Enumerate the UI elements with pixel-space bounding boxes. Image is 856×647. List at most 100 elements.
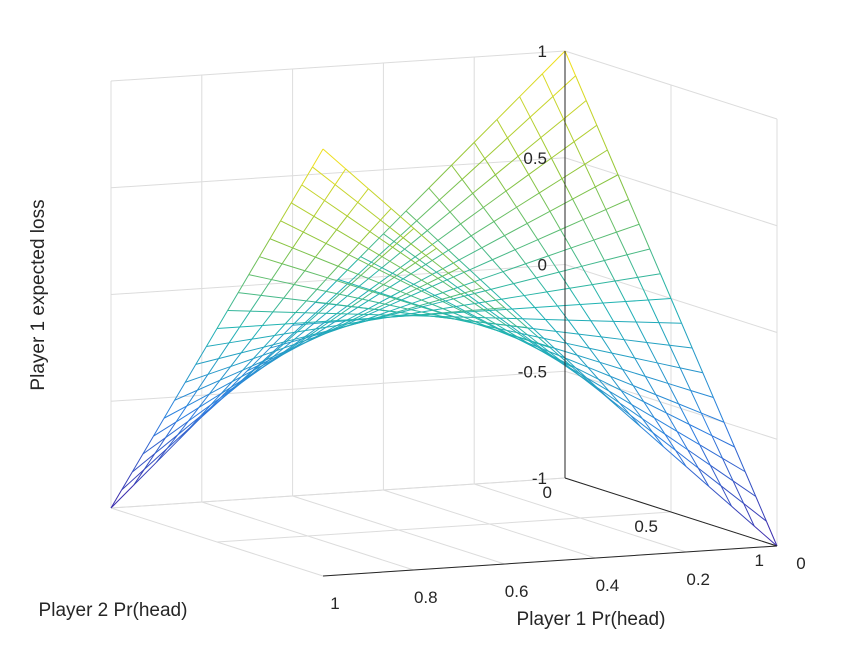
surface-mesh-line: [516, 325, 528, 329]
surface-mesh-line: [437, 277, 461, 295]
surface-mesh-line: [536, 271, 560, 279]
surface-mesh-line: [675, 449, 699, 469]
surface-mesh-line: [198, 393, 210, 408]
surface-mesh-line: [375, 316, 399, 319]
surface-mesh-line: [522, 318, 546, 320]
surface-mesh-line: [313, 304, 337, 324]
surface-mesh-line: [383, 284, 407, 295]
surface-mesh-line: [395, 298, 419, 307]
surface-mesh-line: [561, 178, 574, 200]
surface-mesh-line: [537, 239, 549, 257]
surface-mesh-line: [496, 96, 520, 120]
surface-mesh-line: [552, 356, 576, 369]
surface-mesh-line: [587, 366, 599, 380]
surface-mesh-line: [638, 224, 651, 250]
surface-mesh-line: [711, 435, 735, 448]
surface-mesh-line: [484, 158, 496, 176]
surface-mesh-line: [436, 247, 460, 269]
surface-mesh-line: [572, 198, 584, 220]
surface-mesh-line: [499, 317, 511, 327]
surface-mesh-line: [449, 211, 461, 225]
surface-mesh-line: [415, 262, 439, 279]
surface-mesh-line: [654, 417, 678, 432]
surface-mesh-line: [648, 298, 672, 301]
surface-mesh-line: [251, 325, 263, 340]
surface-mesh-line: [425, 247, 437, 256]
surface-mesh-line: [165, 421, 177, 438]
surface-mesh-line: [304, 256, 316, 272]
surface-mesh-line: [143, 448, 168, 470]
surface-mesh-line: [649, 248, 661, 274]
surface-mesh-line: [624, 339, 647, 343]
surface-mesh-line: [218, 352, 242, 360]
surface-mesh-line: [449, 193, 474, 213]
surface-mesh-line: [449, 293, 461, 298]
surface-mesh-line: [617, 174, 630, 200]
surface-mesh-line: [315, 243, 327, 258]
surface-mesh-line: [345, 308, 369, 322]
surface-mesh-line: [461, 179, 474, 194]
surface-mesh-line: [371, 265, 395, 278]
surface-mesh-line: [525, 255, 549, 265]
surface-mesh-line: [466, 311, 478, 318]
surface-mesh-line: [569, 284, 593, 289]
surface-mesh-line: [451, 310, 463, 313]
surface-mesh-line: [290, 338, 302, 343]
z-tick-label: -1: [532, 469, 547, 488]
surface-mesh-line: [418, 302, 430, 307]
surface-mesh-line: [539, 178, 563, 194]
surface-mesh-line: [622, 369, 634, 386]
surface-mesh-line: [560, 229, 572, 249]
surface-mesh-line: [430, 312, 442, 315]
surface-mesh-line: [292, 323, 304, 326]
surface-mesh-line: [755, 496, 767, 522]
surface-mesh-line: [422, 306, 434, 311]
surface-mesh-line: [472, 193, 484, 208]
surface-mesh-line: [414, 256, 427, 265]
surface-mesh-line: [313, 215, 337, 231]
surface-mesh-line: [445, 300, 457, 307]
surface-mesh-line: [628, 199, 640, 225]
surface-mesh-line: [339, 293, 363, 300]
surface-mesh-line: [507, 137, 519, 157]
surface-mesh-line: [346, 202, 359, 217]
surface-mesh-line: [230, 352, 242, 367]
surface-mesh-line: [490, 289, 502, 300]
surface-mesh-line: [722, 458, 734, 482]
surface-mesh-line: [655, 394, 679, 405]
surface-mesh-line: [274, 331, 298, 337]
surface-mesh-line: [564, 50, 577, 76]
surface-mesh-line: [499, 317, 523, 320]
surface-mesh-line: [551, 141, 575, 159]
surface-mesh-line: [369, 272, 393, 291]
surface-mesh-line: [655, 394, 667, 414]
surface-mesh-line: [369, 231, 393, 248]
surface-mesh-line: [424, 289, 436, 296]
surface-mesh-line: [177, 420, 189, 436]
surface-mesh-line: [206, 342, 230, 347]
surface-mesh-line: [472, 174, 496, 194]
surface-mesh-line: [402, 278, 414, 285]
surface-mesh-line: [629, 414, 654, 434]
surface-mesh-line: [723, 422, 736, 448]
surface-mesh-line: [405, 288, 418, 295]
surface-mesh-line: [285, 322, 308, 325]
surface-mesh-line: [416, 220, 428, 231]
surface-mesh-line: [598, 378, 622, 391]
surface-mesh-line: [602, 301, 626, 304]
surface-mesh-line: [184, 364, 197, 383]
surface-mesh-line: [413, 228, 437, 249]
surface-mesh-line: [564, 357, 577, 369]
surface-mesh-line: [380, 292, 392, 297]
surface-mesh-line: [348, 282, 360, 287]
surface-mesh-line: [369, 289, 381, 294]
surface-mesh-line: [316, 288, 340, 295]
x-tick-label: 0.4: [596, 576, 620, 595]
z-tick-label: -0.5: [518, 362, 547, 381]
surface-mesh-line: [374, 303, 386, 310]
surface-mesh-line: [163, 400, 176, 419]
surface-mesh-line: [543, 338, 555, 349]
surface-mesh-line: [375, 314, 387, 319]
surface-mesh-line: [504, 223, 528, 237]
surface-mesh-line: [573, 141, 586, 165]
